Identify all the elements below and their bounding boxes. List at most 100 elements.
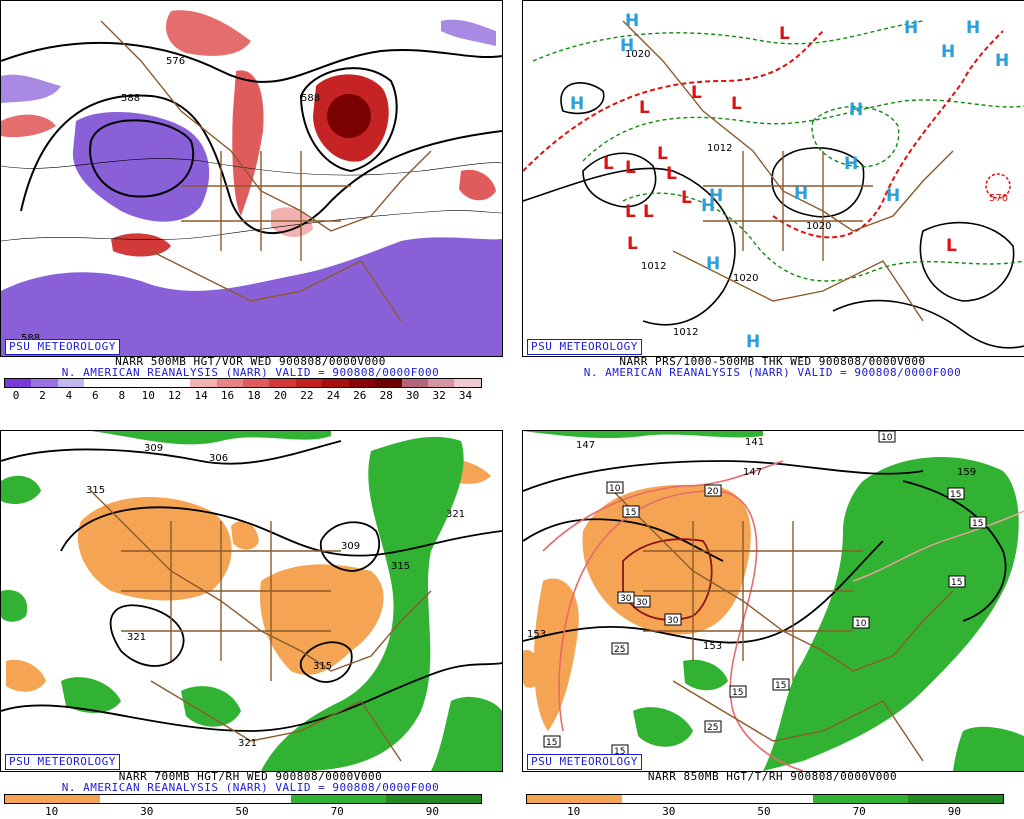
height-contour [902,480,1007,622]
panel1-colorbar-ticks: 0 2 4 6 8 10 12 14 16 18 20 22 24 26 28 30 32 34 [4,389,480,403]
moist-region [181,686,241,727]
dry-region [260,564,384,675]
isobar [832,299,1024,349]
high-pressure-icon: H [904,18,918,38]
colorbar-swatch [907,795,1004,803]
colorbar-tick-label: 22 [300,389,314,402]
colorbar-tick-label: 24 [326,389,340,402]
svg-text:15: 15 [625,508,636,518]
low-pressure-icon: L [625,202,636,222]
low-pressure-icon: L [779,24,790,44]
temp-box: 15 [543,735,561,748]
map-borders [90,490,432,762]
svg-text:10: 10 [855,619,867,629]
colorbar-tick-label: 26 [353,389,367,402]
contour-label: 159 [957,467,976,478]
panel-500mb-vorticity: 576 588 588 588 PSU METEOROLOGY [0,0,503,357]
colorbar-tick-label: 70 [330,805,344,818]
low-pressure-icon: L [643,202,654,222]
high-pressure-icon: H [701,196,715,216]
colorbar-swatch [375,379,402,387]
colorbar-tick-label: 90 [425,805,440,818]
low-pressure-icon: L [946,236,957,256]
contour-label: 588 [21,333,40,344]
colorbar-tick-label: 28 [379,389,393,402]
isobar-label: 1012 [707,143,732,154]
thickness-contour [811,105,900,168]
contour-label: 147 [576,440,595,451]
colorbar-swatch [348,379,376,387]
temperature-labels: 10 15 20 30 30 30 25 25 15 15 15 15 15 1… [543,431,987,757]
colorbar-tick-label: 0 [12,389,20,402]
moist-region [431,696,502,771]
svg-text:10: 10 [609,484,621,494]
temp-20 [558,490,804,771]
isobar-label: 1020 [625,49,650,60]
temp-box: 30 [617,591,635,604]
temp-15 [542,460,784,552]
temp-box: 15 [772,678,790,691]
dry-region [523,650,542,688]
height-contour [1,41,502,83]
svg-text:15: 15 [972,519,983,529]
colorbar-swatch [622,795,718,803]
height-contour [299,67,398,173]
mslp-map: H H H H H H H H H H H H H H H L L L L L … [523,11,1024,352]
panel3-colorbar-ticks: 10 30 50 70 90 [4,805,480,819]
vort-contour [1,210,502,242]
temp-box: 10 [852,616,870,629]
svg-text:15: 15 [775,681,786,691]
temp-box: 30 [664,613,682,626]
svg-text:15: 15 [614,747,625,757]
low-pressure-icon: L [625,158,636,178]
height-contour [1,440,342,465]
colorbar-swatch [401,379,428,387]
low-pressure-icon: L [639,98,650,118]
height-contour [523,460,924,492]
temp-box: 30 [633,595,651,608]
height-contour [1,662,502,732]
temp-box: 15 [729,685,747,698]
contour-label: 588 [301,93,320,104]
high-pressure-icon: H [709,186,723,206]
temp-box: 15 [948,575,966,588]
temp-box: 10 [878,431,896,443]
pos-vort-atlantic [459,169,496,201]
colorbar-swatch [195,795,291,803]
high-pressure-icon: H [746,332,760,352]
pos-vort-midwest [271,207,313,237]
contour-label: 147 [743,467,762,478]
svg-text:25: 25 [614,645,625,655]
panel4-colorbar [526,794,1004,804]
contour-label: 309 [341,541,360,552]
panel1-colorbar [4,378,482,388]
colorbar-tick-label: 10 [141,389,155,402]
low-pressure-icon: L [681,188,692,208]
high-pressure-icon: H [966,18,980,38]
low-pressure-icon: L [603,154,614,174]
svg-text:15: 15 [546,738,557,748]
colorbar-swatch [163,379,191,387]
colorbar-swatch [216,379,243,387]
colorbar-swatch [84,379,111,387]
low-pressure-icon: L [731,94,742,114]
colorbar-tick-label: 16 [220,389,235,402]
colorbar-tick-label: 10 [44,805,59,818]
panel4-colorbar-ticks: 10 30 50 70 90 [526,805,1002,819]
colorbar-tick-label: 4 [65,389,73,402]
pos-vort-north [166,10,251,56]
contour-label: 576 [166,56,185,67]
svg-text:15: 15 [732,688,743,698]
high-pressure-icon: H [844,154,858,174]
colorbar-tick-label: 20 [273,389,288,402]
colorbar-swatch [190,379,217,387]
high-pressure-icon: H [625,11,639,31]
isobar-label: 1012 [673,327,698,338]
colorbar-tick-label: 70 [852,805,866,818]
panel3-colorbar [4,794,482,804]
colorbar-swatch [242,379,270,387]
psu-meteorology-badge: PSU METEOROLOGY [5,754,120,770]
svg-text:30: 30 [620,594,632,604]
dry-region [6,659,46,692]
moist-region [261,436,464,771]
